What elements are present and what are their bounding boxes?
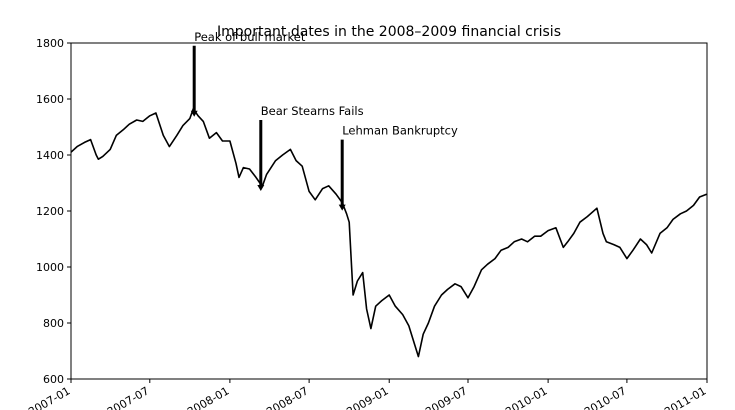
series-line (70, 108, 707, 358)
x-tick-label: 2007-07 (105, 384, 151, 410)
annotations: Peak of bull market Bear Stearns Fails Leh… (190, 30, 458, 211)
x-tick-label: 2007-01 (26, 384, 72, 410)
y-tick-label: 1600 (36, 93, 64, 106)
x-tick-label: 2010-01 (503, 384, 549, 410)
y-tick-label: 1000 (36, 261, 64, 274)
x-tick-label: 2008-01 (185, 384, 231, 410)
y-tick-label: 800 (43, 317, 64, 330)
annotation-arrow-head (257, 185, 265, 191)
x-tick-label: 2009-07 (423, 384, 469, 410)
x-tick-label: 2011-01 (662, 384, 708, 410)
annotation-arrow-head (190, 110, 198, 117)
y-tick-label: 1800 (36, 37, 64, 50)
x-tick-label: 2010-07 (582, 384, 628, 410)
annotation-label: Lehman Bankruptcy (342, 124, 458, 138)
chart-title: Important dates in the 2008–2009 financi… (217, 24, 561, 40)
y-tick-label: 1200 (36, 205, 64, 218)
y-tick-label: 600 (43, 373, 64, 386)
x-tick-label: 2008-07 (264, 384, 310, 410)
annotation-arrow-head (338, 204, 346, 211)
y-tick-label: 1400 (36, 149, 64, 162)
annotation-label: Bear Stearns Fails (261, 104, 364, 118)
x-tick-label: 2009-01 (344, 384, 390, 410)
plot-area (71, 43, 707, 379)
annotation-label: Peak of bull market (194, 30, 306, 44)
x-axis: 2007-01 2007-07 2008-01 2008-07 2009-01 2009-… (26, 379, 709, 410)
y-axis: 600 800 1000 1200 1400 1600 1800 (36, 37, 71, 386)
